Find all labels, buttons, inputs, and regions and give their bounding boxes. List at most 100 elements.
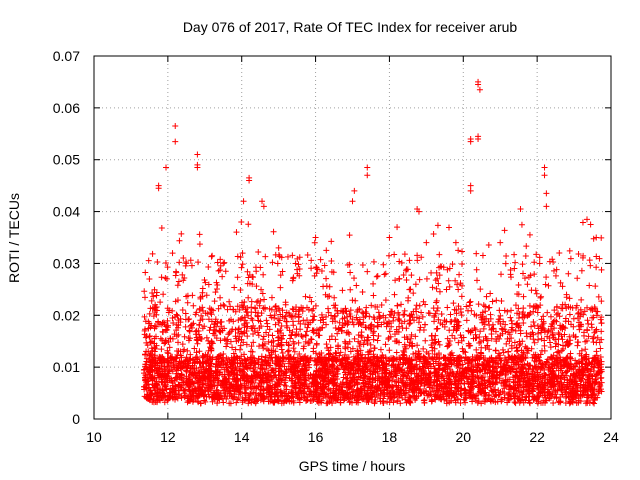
data-point xyxy=(321,354,328,361)
data-point xyxy=(489,358,496,365)
data-point xyxy=(511,339,518,346)
data-point xyxy=(151,340,158,347)
data-point xyxy=(364,358,371,365)
data-point xyxy=(173,375,180,382)
data-point xyxy=(163,275,170,282)
data-point xyxy=(244,323,251,330)
data-point xyxy=(522,379,529,386)
data-point xyxy=(361,368,368,375)
data-point xyxy=(255,361,262,368)
data-point xyxy=(320,391,327,398)
data-point xyxy=(175,360,182,367)
data-point xyxy=(186,316,193,323)
data-point xyxy=(500,363,507,370)
data-point xyxy=(484,396,491,403)
data-point xyxy=(365,393,372,400)
data-point xyxy=(172,298,179,305)
data-point xyxy=(507,314,514,321)
data-point xyxy=(238,264,245,271)
data-point xyxy=(549,321,556,328)
data-point xyxy=(217,256,224,263)
data-point xyxy=(152,390,159,397)
data-point xyxy=(172,396,179,403)
data-point xyxy=(538,316,545,323)
data-point xyxy=(537,294,544,301)
data-point xyxy=(479,387,486,394)
data-point xyxy=(215,394,222,401)
data-point xyxy=(497,312,504,319)
data-point xyxy=(239,299,246,306)
data-point xyxy=(461,380,468,387)
data-point xyxy=(441,396,448,403)
data-point xyxy=(581,308,588,315)
data-point xyxy=(233,399,240,406)
data-point xyxy=(211,321,218,328)
data-point xyxy=(237,254,244,261)
data-point xyxy=(484,342,491,349)
data-point xyxy=(141,313,148,320)
data-point xyxy=(570,332,577,339)
data-point xyxy=(549,329,556,336)
data-point xyxy=(152,345,159,352)
data-point xyxy=(198,312,205,319)
data-point xyxy=(296,254,303,261)
data-point xyxy=(476,340,483,347)
data-point xyxy=(447,387,454,394)
data-point xyxy=(492,347,499,354)
data-point xyxy=(318,268,325,275)
data-point xyxy=(426,310,433,317)
data-point xyxy=(148,345,155,352)
data-point xyxy=(217,337,224,344)
data-point xyxy=(421,321,428,328)
data-point xyxy=(336,319,343,326)
data-point xyxy=(522,354,529,361)
data-point xyxy=(430,231,437,238)
data-point xyxy=(212,368,219,375)
data-point xyxy=(252,264,259,271)
data-point xyxy=(488,326,495,333)
data-point xyxy=(595,293,602,300)
data-point xyxy=(170,380,177,387)
data-point xyxy=(582,381,589,388)
data-point xyxy=(175,339,182,346)
data-point xyxy=(211,326,218,333)
data-point xyxy=(435,338,442,345)
data-point xyxy=(515,305,522,312)
data-point xyxy=(341,355,348,362)
data-point xyxy=(347,348,354,355)
data-point xyxy=(359,365,366,372)
data-point xyxy=(501,307,508,314)
data-point xyxy=(382,297,389,304)
data-point xyxy=(530,336,537,343)
data-point xyxy=(442,360,449,367)
data-point xyxy=(355,338,362,345)
data-point xyxy=(189,292,196,299)
data-point xyxy=(292,332,299,339)
data-point xyxy=(192,374,199,381)
data-point xyxy=(448,318,455,325)
data-point xyxy=(353,314,360,321)
data-point xyxy=(237,316,244,323)
data-point xyxy=(370,351,377,358)
data-point xyxy=(559,283,566,290)
data-point xyxy=(326,293,333,300)
data-point xyxy=(581,391,588,398)
data-point xyxy=(391,338,398,345)
data-point xyxy=(454,281,461,288)
data-point xyxy=(302,321,309,328)
data-point xyxy=(558,333,565,340)
data-point xyxy=(313,368,320,375)
data-point xyxy=(288,313,295,320)
data-point xyxy=(196,305,203,312)
data-point xyxy=(565,341,572,348)
data-point xyxy=(431,351,438,358)
data-point xyxy=(165,394,172,401)
data-point xyxy=(523,243,530,250)
data-point xyxy=(551,375,558,382)
data-point xyxy=(484,361,491,368)
data-point xyxy=(259,290,266,297)
data-point xyxy=(370,336,377,343)
data-point xyxy=(173,321,180,328)
data-point xyxy=(153,311,160,318)
data-point xyxy=(169,314,176,321)
